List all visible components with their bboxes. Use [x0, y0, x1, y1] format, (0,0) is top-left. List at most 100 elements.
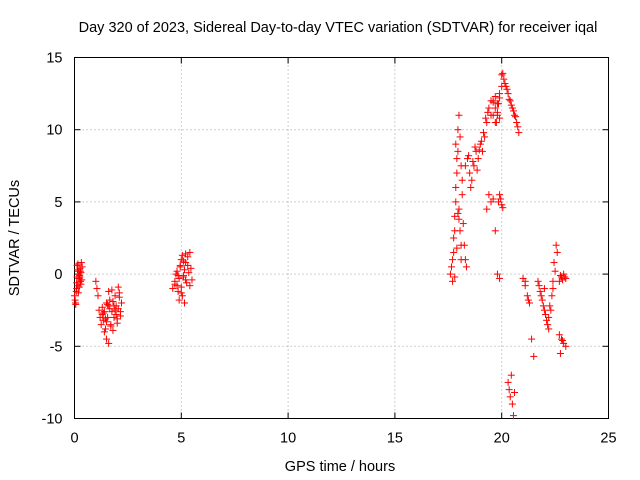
data-point [506, 393, 514, 401]
data-point [552, 241, 560, 249]
data-point [109, 326, 117, 334]
data-point [483, 118, 491, 126]
data-point [457, 241, 465, 249]
data-point [184, 261, 192, 269]
data-point [116, 308, 124, 316]
data-point [169, 285, 177, 293]
data-point [458, 191, 466, 199]
y-tick-label: 10 [46, 123, 62, 139]
data-point [491, 92, 499, 100]
data-point [545, 313, 553, 321]
data-point [106, 296, 114, 304]
x-tick-label: 15 [387, 431, 403, 447]
data-point [509, 412, 517, 420]
data-point [539, 302, 547, 310]
chart-title: Day 320 of 2023, Sidereal Day-to-day VTE… [79, 20, 598, 36]
data-point [188, 276, 196, 284]
y-tick-label: 5 [54, 195, 62, 211]
data-point [179, 257, 187, 265]
data-point [455, 205, 463, 213]
y-tick-label: -10 [42, 412, 63, 428]
data-point [73, 285, 81, 293]
data-point [562, 342, 570, 350]
data-point [478, 147, 486, 155]
data-point [513, 118, 521, 126]
data-point [181, 266, 189, 274]
plot-frame [74, 57, 609, 419]
data-point [454, 126, 462, 134]
data-point [489, 98, 497, 106]
data-point [502, 82, 510, 90]
data-point [484, 108, 492, 116]
data-point [185, 269, 193, 277]
data-point [555, 277, 563, 285]
data-point [470, 162, 478, 170]
data-point [556, 272, 564, 280]
data-point [465, 152, 473, 160]
data-point [482, 114, 490, 122]
data-point [174, 272, 182, 280]
data-point [497, 195, 505, 203]
data-point [186, 248, 194, 256]
data-point [114, 283, 122, 291]
data-point [474, 155, 482, 163]
data-point [494, 100, 502, 108]
data-point [453, 155, 461, 163]
data-point [496, 274, 504, 282]
data-point [101, 315, 109, 323]
data-point [455, 111, 463, 119]
data-point [100, 328, 108, 336]
data-point [451, 212, 459, 220]
data-point [491, 104, 499, 112]
data-point [117, 299, 125, 307]
data-point [498, 201, 506, 209]
data-point [507, 371, 515, 379]
data-point [485, 191, 493, 199]
data-point [73, 261, 81, 269]
data-point [453, 169, 461, 177]
data-point [449, 256, 457, 264]
data-point [111, 306, 119, 314]
data-point [450, 234, 458, 242]
data-point [457, 256, 465, 264]
data-point [174, 287, 182, 295]
data-point [74, 289, 82, 297]
data-point [536, 287, 544, 295]
data-point [511, 111, 519, 119]
data-point [112, 302, 120, 310]
data-point [504, 90, 512, 98]
data-point [97, 321, 105, 329]
data-point [77, 280, 85, 288]
data-point [493, 108, 501, 116]
data-point [496, 191, 504, 199]
data-point [475, 146, 483, 154]
data-point [499, 69, 507, 77]
data-point [466, 169, 474, 177]
data-point [487, 111, 495, 119]
data-point [454, 209, 462, 217]
data-point [477, 137, 485, 145]
data-point [115, 289, 123, 297]
data-point [524, 296, 532, 304]
data-point [72, 299, 80, 307]
data-point [448, 263, 456, 271]
data-point [483, 205, 491, 213]
data-point [111, 292, 119, 300]
data-point [76, 267, 84, 275]
data-point [75, 274, 83, 282]
x-tick-label: 10 [280, 431, 296, 447]
data-point [456, 227, 464, 235]
data-point [458, 176, 466, 184]
grid-lines [74, 57, 609, 419]
data-point [521, 277, 529, 285]
data-point [171, 280, 179, 288]
data-points [71, 69, 570, 420]
data-point [104, 300, 112, 308]
x-tick-label: 25 [600, 431, 616, 447]
x-tick-label: 20 [494, 431, 510, 447]
data-point [508, 400, 516, 408]
data-point [489, 195, 497, 203]
data-point [468, 176, 476, 184]
data-point [103, 335, 111, 343]
data-point [452, 183, 460, 191]
